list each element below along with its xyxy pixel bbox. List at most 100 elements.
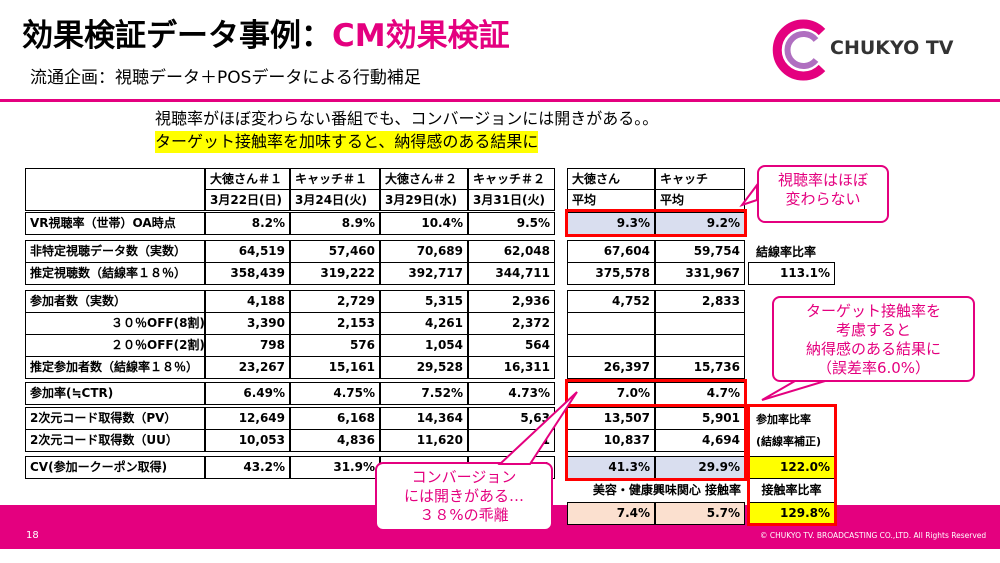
cell-value: 31.9% bbox=[290, 456, 380, 479]
callout-line: 視聴率はほぼ bbox=[777, 171, 868, 189]
cell-value: 6,168 bbox=[290, 407, 380, 430]
ratio-label: 参加率比率 bbox=[756, 413, 811, 426]
avg-value: 10,837 bbox=[567, 429, 655, 452]
row-label: 推定参加者数（結線率１８％） bbox=[25, 356, 205, 379]
title-text: 効果検証データ事例： bbox=[22, 18, 332, 54]
row-label: 参加者数（実数） bbox=[25, 290, 205, 313]
cell-value: 9.5% bbox=[468, 212, 555, 235]
ratio-label: 結線率比率 bbox=[756, 245, 817, 259]
cell-value: 564 bbox=[468, 334, 555, 357]
callout-line: 考慮すると bbox=[835, 321, 911, 339]
title: 効果検証データ事例：CM効果検証 bbox=[22, 16, 510, 56]
callout: ターゲット接触率を 考慮すると 納得感のある結果に （誤差率6.0%） bbox=[772, 296, 975, 382]
avg-value: 2,833 bbox=[655, 290, 745, 313]
cell-value: 4,836 bbox=[290, 429, 380, 452]
callout: コンバージョン には開きがある… ３８%の乖離 bbox=[375, 462, 553, 531]
cell-value: 23,267 bbox=[205, 356, 290, 379]
contact-ratio-label: 接触率比率 bbox=[748, 479, 835, 502]
callout-line: には開きがある… bbox=[403, 487, 524, 505]
ratio-value: 122.0% bbox=[748, 456, 835, 479]
avg-header: 平均 bbox=[567, 189, 655, 211]
cell-value: 2,372 bbox=[468, 312, 555, 335]
cell-value: 64,519 bbox=[205, 240, 290, 263]
cell-value: 6.49% bbox=[205, 382, 290, 405]
column-header: 3月22日(日) bbox=[205, 189, 290, 211]
column-header: キャッチ＃２ bbox=[468, 168, 555, 190]
header-blank bbox=[25, 168, 205, 211]
avg-value: 26,397 bbox=[567, 356, 655, 379]
cell-value: 319,222 bbox=[290, 262, 380, 285]
cell-value: 5,315 bbox=[380, 290, 468, 313]
row-label: 推定視聴数（結線率１８％） bbox=[25, 262, 205, 285]
row-label: 2次元コード取得数（UU） bbox=[25, 429, 205, 452]
cell-value: 2,729 bbox=[290, 290, 380, 313]
row-label: 参加率(≒CTR) bbox=[25, 382, 205, 405]
avg-value: 59,754 bbox=[655, 240, 745, 263]
avg-value: 4.7% bbox=[655, 382, 745, 405]
row-label: 2次元コード取得数（PV） bbox=[25, 407, 205, 430]
cell-value: 4.73% bbox=[468, 382, 555, 405]
column-header: 大徳さん＃２ bbox=[380, 168, 468, 190]
logo-mark bbox=[772, 19, 826, 81]
cell-value: 4.75% bbox=[290, 382, 380, 405]
row-label: ３０％OFF(8割) bbox=[25, 312, 205, 335]
avg-value: 13,507 bbox=[567, 407, 655, 430]
cell-value: 10.4% bbox=[380, 212, 468, 235]
avg-value: 331,967 bbox=[655, 262, 745, 285]
copyright: © CHUKYO TV. BROADCASTING CO.,LTD. All R… bbox=[760, 531, 987, 540]
cell-value: 4,261 bbox=[380, 312, 468, 335]
cell-value: 10,053 bbox=[205, 429, 290, 452]
cell-value: 3,390 bbox=[205, 312, 290, 335]
avg-header: 平均 bbox=[655, 189, 745, 211]
avg-value: 67,604 bbox=[567, 240, 655, 263]
callout-line: 納得感のある結果に bbox=[805, 340, 941, 358]
column-header: 3月31日(火) bbox=[468, 189, 555, 211]
intro-line: 視聴率がほぼ変わらない番組でも、コンバージョンには開きがある。。 bbox=[155, 109, 659, 128]
title-highlight: CM効果検証 bbox=[332, 18, 510, 54]
column-header: 大徳さん＃１ bbox=[205, 168, 290, 190]
subtitle: 流通企画：視聴データ＋POSデータによる行動補足 bbox=[30, 68, 421, 88]
cell-value: 7.52% bbox=[380, 382, 468, 405]
cell-value: 798 bbox=[205, 334, 290, 357]
cell-value: 16,311 bbox=[468, 356, 555, 379]
avg-empty bbox=[567, 334, 655, 357]
cell-value: 14,364 bbox=[380, 407, 468, 430]
avg-value: 5,901 bbox=[655, 407, 745, 430]
avg-value: 375,578 bbox=[567, 262, 655, 285]
column-header: 3月24日(火) bbox=[290, 189, 380, 211]
avg-empty bbox=[655, 312, 745, 335]
cell-value: 12,649 bbox=[205, 407, 290, 430]
avg-value: 4,694 bbox=[655, 429, 745, 452]
avg-value: 29.9% bbox=[655, 456, 745, 479]
avg-header: 大徳さん bbox=[567, 168, 655, 190]
row-label: ２０％OFF(2割) bbox=[25, 334, 205, 357]
cell-value: 5,63 bbox=[468, 407, 555, 430]
callout-line: ターゲット接触率を bbox=[805, 302, 941, 320]
avg-value: 9.3% bbox=[567, 212, 655, 235]
cell-value: 70,689 bbox=[380, 240, 468, 263]
cell-value: 51 bbox=[468, 429, 555, 452]
logo-text: CHUKYO TV bbox=[830, 37, 954, 59]
cell-value: 344,711 bbox=[468, 262, 555, 285]
cell-value: 8.9% bbox=[290, 212, 380, 235]
contact-value: 5.7% bbox=[655, 502, 745, 525]
avg-value: 4,752 bbox=[567, 290, 655, 313]
callout-line: コンバージョン bbox=[411, 468, 517, 486]
avg-value: 41.3% bbox=[567, 456, 655, 479]
cell-value: 29,528 bbox=[380, 356, 468, 379]
callout-pointer bbox=[761, 380, 826, 401]
header-rule bbox=[0, 99, 1000, 102]
avg-value: 7.0% bbox=[567, 382, 655, 405]
cell-value: 576 bbox=[290, 334, 380, 357]
cell-value: 2,153 bbox=[290, 312, 380, 335]
callout-line: ３８%の乖離 bbox=[419, 506, 509, 524]
avg-empty bbox=[567, 312, 655, 335]
intro-highlight: ターゲット接触率を加味すると、納得感のある結果に bbox=[155, 131, 539, 153]
callout-line: 変わらない bbox=[785, 190, 861, 208]
cell-value: 8.2% bbox=[205, 212, 290, 235]
contact-ratio-value: 129.8% bbox=[748, 502, 835, 525]
row-label: VR視聴率（世帯）OA時点 bbox=[25, 212, 205, 235]
cell-value: 1,054 bbox=[380, 334, 468, 357]
avg-value: 15,736 bbox=[655, 356, 745, 379]
